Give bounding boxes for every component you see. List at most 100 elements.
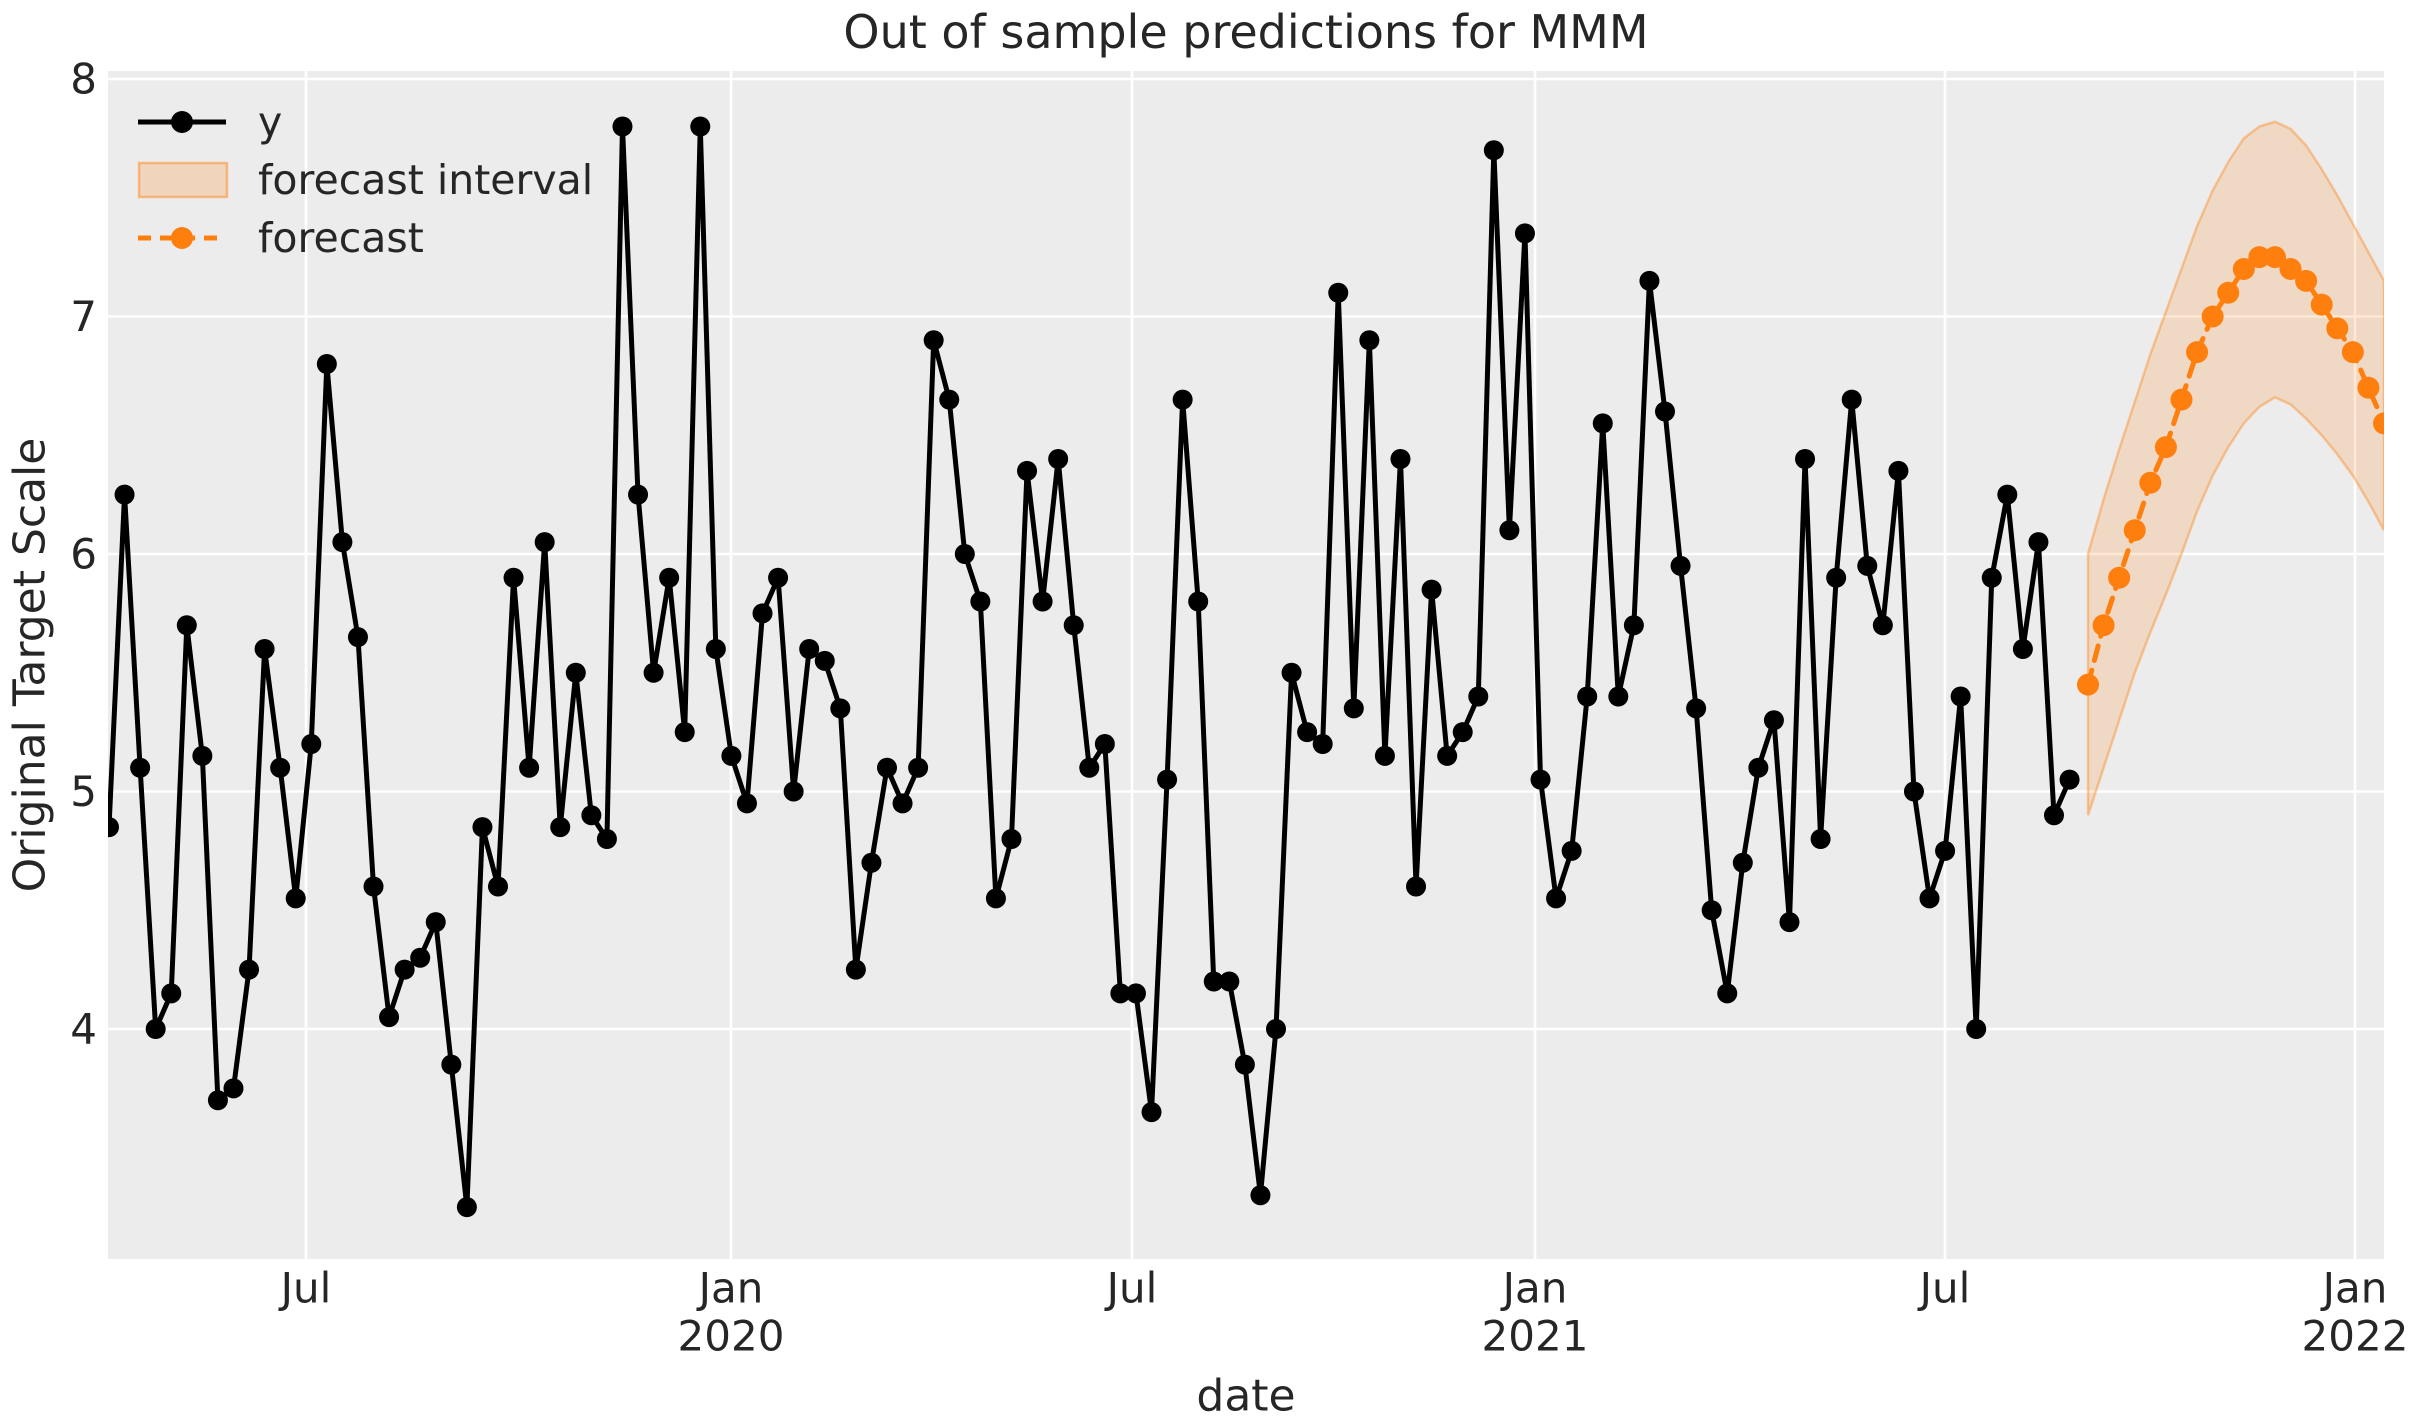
legend-marker-sample (171, 111, 193, 133)
data-point (565, 662, 586, 683)
forecast-point (2077, 673, 2099, 696)
data-point (1125, 983, 1146, 1004)
data-point (1530, 769, 1551, 790)
legend-label: forecast (258, 214, 424, 262)
data-point (830, 698, 851, 719)
data-point (861, 852, 882, 873)
legend-item-forecast: forecast (138, 214, 424, 262)
legend: y forecast interval forecast (137, 98, 593, 262)
forecast-point (2357, 376, 2380, 399)
data-point (1748, 757, 1769, 778)
data-point (1872, 615, 1893, 636)
data-point (223, 1078, 244, 1099)
x-tick-label: Jul (1104, 1264, 1158, 1313)
forecast-point (2248, 246, 2271, 269)
data-point (783, 781, 804, 802)
data-point (768, 567, 789, 588)
forecast-point (2123, 519, 2146, 542)
data-point (1172, 389, 1193, 410)
forecast-point (2295, 269, 2318, 292)
grid (108, 71, 2384, 1259)
x-axis-label: date (1196, 1371, 1295, 1422)
legend-item-y: y (138, 98, 282, 146)
forecast-point (2326, 317, 2349, 340)
data-point (1779, 912, 1800, 933)
data-point (814, 650, 835, 671)
data-point (1919, 888, 1940, 909)
data-point (441, 1054, 462, 1075)
data-point (519, 757, 540, 778)
data-point (1452, 722, 1473, 743)
data-point (752, 603, 773, 624)
data-point (1219, 971, 1240, 992)
data-point (705, 639, 726, 659)
data-point (1110, 983, 1131, 1004)
forecast-point (2201, 305, 2224, 328)
data-point (2012, 639, 2033, 659)
data-point (1514, 223, 1535, 244)
data-point (985, 888, 1006, 909)
forecast-line (2085, 254, 2384, 688)
x-tick-year-label: 2022 (2302, 1312, 2409, 1361)
x-tick-label: Jan (696, 1264, 764, 1313)
data-point (550, 817, 571, 838)
data-point (643, 662, 664, 683)
data-point (721, 745, 742, 766)
y-tick-label: 5 (70, 767, 97, 816)
data-point (736, 793, 757, 814)
data-point (503, 567, 524, 588)
data-point (456, 1197, 477, 1218)
data-point (394, 959, 415, 980)
data-point (534, 532, 555, 553)
data-point (1935, 840, 1956, 861)
data-point (1826, 567, 1847, 588)
data-point (845, 959, 866, 980)
data-point (954, 544, 975, 564)
forecast-point (2092, 614, 2115, 637)
data-point (379, 1007, 400, 1028)
data-point (192, 745, 213, 766)
data-point (970, 591, 991, 612)
data-point (2044, 805, 2064, 826)
x-tick-label: Jan (2320, 1264, 2388, 1313)
data-point (674, 722, 695, 743)
data-point (1701, 900, 1722, 921)
data-point (488, 876, 508, 897)
data-point (799, 639, 820, 659)
data-point (254, 639, 275, 659)
data-point (285, 888, 306, 909)
forecast-point (2373, 412, 2384, 435)
legend-label: y (258, 98, 282, 146)
data-point (1374, 745, 1395, 766)
forecast-point (2186, 341, 2209, 364)
x-tick-label: Jul (1917, 1264, 1971, 1313)
forecast-point (2217, 281, 2240, 304)
data-point (1281, 662, 1302, 683)
chart-title: Out of sample predictions for MMM (843, 5, 1648, 59)
x-tick-label: Jul (278, 1264, 332, 1313)
data-point (1032, 591, 1053, 612)
data-point (1546, 888, 1567, 909)
data-point (1717, 983, 1738, 1004)
data-point (472, 817, 493, 838)
data-point (1686, 698, 1707, 719)
data-point (1157, 769, 1178, 790)
forecast-interval-band (2086, 120, 2384, 816)
forecast-point (2232, 258, 2255, 280)
data-point (1141, 1102, 1162, 1123)
data-point (425, 912, 446, 933)
data-point (145, 1019, 166, 1039)
data-point (923, 330, 944, 351)
data-point (1266, 1019, 1286, 1039)
forecast-markers (2077, 246, 2384, 696)
forecast-point (2108, 566, 2131, 589)
legend-item-forecast-interval: forecast interval (137, 156, 593, 204)
data-point (1888, 460, 1909, 481)
legend-marker-sample (171, 227, 193, 249)
data-point (1188, 591, 1209, 612)
data-point (1981, 567, 2002, 588)
data-point (1312, 734, 1333, 754)
data-layer (108, 116, 2384, 1218)
data-point (1063, 615, 1084, 636)
